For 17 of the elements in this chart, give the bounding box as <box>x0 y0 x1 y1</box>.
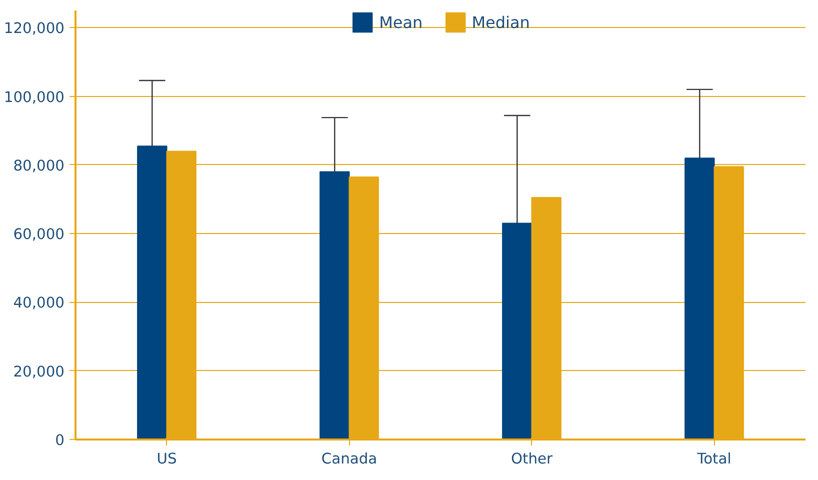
y-tick-label: 0 <box>55 432 65 449</box>
x-tick-label: Total <box>696 450 732 468</box>
bar <box>320 171 350 440</box>
y-tick-label: 40,000 <box>13 294 65 312</box>
legend-label: Median <box>472 12 530 32</box>
x-tick-label: US <box>156 450 177 468</box>
y-tick-label: 60,000 <box>13 226 65 244</box>
x-tick-label: Other <box>510 450 554 468</box>
y-tick-label: 120,000 <box>4 20 64 38</box>
x-tick-label: Canada <box>321 450 378 468</box>
y-tick-label: 100,000 <box>4 88 64 106</box>
legend-label: Mean <box>379 12 423 32</box>
bar <box>502 222 532 440</box>
bar <box>137 146 168 440</box>
y-tick-label: 80,000 <box>13 157 65 174</box>
y-tick-label: 20,000 <box>13 363 65 380</box>
bar <box>684 158 715 440</box>
